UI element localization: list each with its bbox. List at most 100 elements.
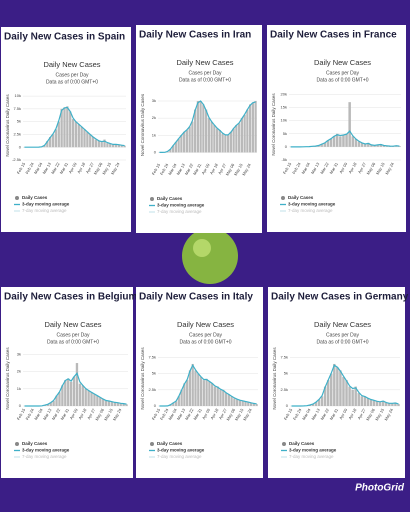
- bar: [391, 403, 394, 406]
- legend-label: Daily Cases: [22, 441, 48, 446]
- chart-subtitle: Cases per Day: [55, 72, 89, 78]
- bar: [117, 144, 120, 148]
- bar: [180, 389, 183, 406]
- bar: [317, 399, 321, 406]
- bar: [69, 381, 73, 406]
- x-tick-label: Mar 13: [175, 162, 186, 176]
- chart-card: Daily New Cases in Italy Daily New Cases C…: [136, 287, 263, 478]
- y-tick-label: 5k: [283, 131, 287, 136]
- x-tick-label: Feb 15: [283, 407, 294, 421]
- bar: [227, 135, 230, 153]
- bar: [323, 142, 327, 147]
- bar: [354, 386, 357, 406]
- bar: [345, 133, 348, 147]
- bar: [210, 121, 213, 153]
- y-tick-label: 0: [285, 144, 288, 149]
- bar: [232, 128, 235, 153]
- bar: [67, 378, 70, 406]
- bar: [351, 136, 355, 147]
- bar: [61, 385, 64, 406]
- bar: [333, 363, 336, 406]
- bar: [216, 128, 219, 153]
- x-tick-label: Apr 09: [67, 161, 78, 174]
- bar: [75, 363, 79, 406]
- x-tick-label: Mar 31: [59, 161, 70, 175]
- y-tick-label: 3k: [17, 352, 21, 357]
- bar: [91, 137, 95, 148]
- legend-marker: [150, 442, 154, 446]
- bar: [345, 380, 348, 406]
- moving-average-line: [159, 100, 256, 153]
- bar: [66, 106, 69, 148]
- x-tick-label: Mar 22: [184, 407, 195, 421]
- x-tick-label: Mar 31: [192, 407, 203, 421]
- card-heading: Daily New Cases in France: [270, 30, 397, 41]
- x-tick-label: Feb 15: [16, 161, 27, 175]
- bar: [378, 402, 382, 406]
- card-background: [267, 25, 406, 232]
- bar: [78, 383, 82, 406]
- legend-label: 3-day moving average: [22, 202, 70, 207]
- bar: [216, 386, 219, 406]
- bar: [379, 144, 383, 147]
- x-tick-label: Feb 15: [16, 407, 27, 421]
- legend-label: 7-day moving average: [22, 454, 67, 459]
- bar: [172, 145, 175, 153]
- chart-note: Data as of 0:00 GMT+0: [316, 339, 368, 345]
- bar: [330, 373, 333, 406]
- bar: [74, 121, 78, 148]
- x-tick-label: May 15: [103, 407, 114, 422]
- bar: [199, 101, 202, 153]
- bar: [357, 393, 360, 406]
- y-tick-label: 2.5k: [280, 387, 288, 392]
- x-tick-label: Mar 31: [329, 407, 340, 421]
- x-tick-label: Feb 24: [291, 161, 302, 175]
- y-tick-label: 0: [154, 149, 157, 154]
- chart-card: Daily New Cases in France Daily New Cases…: [267, 25, 406, 232]
- y-tick-label: 1k: [152, 132, 156, 137]
- y-tick-label: 0: [19, 144, 22, 149]
- bar: [230, 396, 233, 406]
- x-tick-label: Mar 31: [328, 161, 339, 175]
- x-tick-label: May 06: [225, 162, 236, 177]
- bar: [177, 138, 180, 153]
- bar: [202, 104, 205, 153]
- bar: [119, 403, 122, 406]
- x-tick-label: May 24: [242, 407, 253, 422]
- bar: [211, 383, 214, 406]
- x-tick-label: Mar 13: [310, 407, 321, 421]
- bar: [99, 397, 102, 406]
- bar: [224, 393, 228, 406]
- chart-title: Daily New Cases: [44, 320, 101, 329]
- chart-title: Daily New Cases: [177, 320, 234, 329]
- x-tick-label: Apr 18: [76, 161, 87, 174]
- bar: [394, 402, 397, 406]
- x-tick-label: May 06: [94, 407, 105, 422]
- bar: [332, 136, 336, 147]
- moving-average-line: [291, 364, 399, 407]
- bar: [236, 399, 239, 406]
- bar: [205, 109, 208, 153]
- y-tick-label: 7.5k: [148, 355, 156, 360]
- moving-average-line: [24, 372, 127, 407]
- moving-average-line: [159, 363, 257, 407]
- chart-title: Daily New Cases: [314, 58, 371, 67]
- y-tick-label: 7.5k: [280, 355, 288, 360]
- bar: [224, 135, 227, 153]
- bar: [348, 386, 351, 406]
- bar: [96, 395, 99, 406]
- bar: [323, 386, 327, 406]
- card-background: [1, 27, 131, 232]
- bar: [373, 145, 376, 147]
- bar: [55, 395, 58, 406]
- legend-label: 3-day moving average: [288, 202, 336, 207]
- x-tick-label: Mar 13: [176, 407, 187, 421]
- bar: [354, 138, 358, 147]
- legend-label: 7-day moving average: [157, 454, 202, 459]
- bar: [46, 141, 49, 148]
- bar: [370, 145, 373, 147]
- bar: [233, 398, 236, 406]
- bar: [72, 376, 76, 406]
- bar: [169, 404, 172, 406]
- chart-subtitle: Cases per Day: [56, 332, 90, 338]
